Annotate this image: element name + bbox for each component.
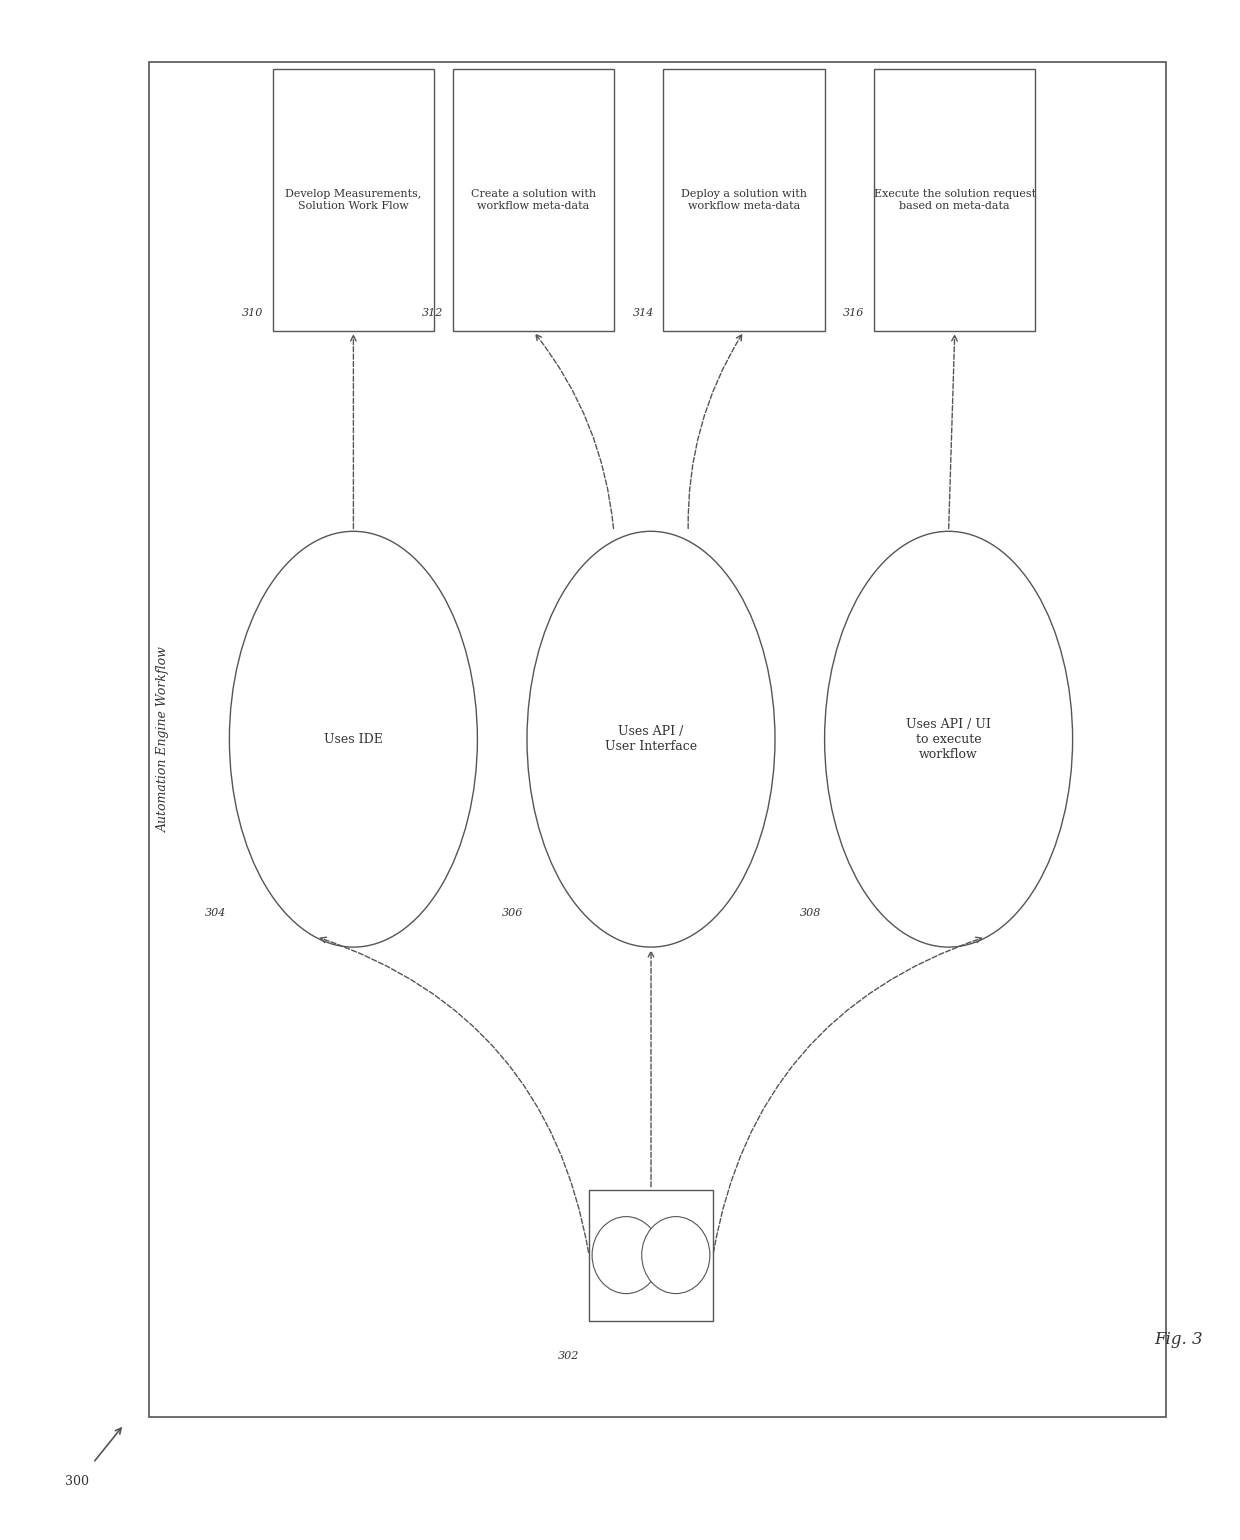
Ellipse shape [642, 1217, 711, 1294]
FancyBboxPatch shape [663, 69, 825, 331]
Text: 308: 308 [800, 909, 821, 918]
Text: Develop Measurements,
Solution Work Flow: Develop Measurements, Solution Work Flow [285, 189, 422, 211]
FancyBboxPatch shape [453, 69, 614, 331]
Ellipse shape [527, 531, 775, 947]
Text: 304: 304 [205, 909, 226, 918]
Text: Fig. 3: Fig. 3 [1154, 1331, 1203, 1349]
Ellipse shape [825, 531, 1073, 947]
FancyBboxPatch shape [874, 69, 1035, 331]
Text: Execute the solution request
based on meta-data: Execute the solution request based on me… [874, 189, 1035, 211]
FancyBboxPatch shape [589, 1190, 713, 1321]
FancyBboxPatch shape [273, 69, 434, 331]
Text: Uses API /
User Interface: Uses API / User Interface [605, 725, 697, 753]
Text: Automation Engine Workflow: Automation Engine Workflow [157, 647, 170, 832]
Text: 310: 310 [242, 308, 263, 317]
Text: Create a solution with
workflow meta-data: Create a solution with workflow meta-dat… [471, 189, 595, 211]
Text: Deploy a solution with
workflow meta-data: Deploy a solution with workflow meta-dat… [681, 189, 807, 211]
Text: 316: 316 [843, 308, 864, 317]
Text: 300: 300 [64, 1475, 89, 1488]
Text: 302: 302 [558, 1351, 579, 1361]
Text: 312: 312 [422, 308, 443, 317]
Ellipse shape [593, 1217, 661, 1294]
Text: Uses API / UI
to execute
workflow: Uses API / UI to execute workflow [906, 718, 991, 761]
FancyBboxPatch shape [149, 62, 1166, 1417]
Ellipse shape [229, 531, 477, 947]
Text: Uses IDE: Uses IDE [324, 733, 383, 745]
Text: 306: 306 [502, 909, 523, 918]
Text: 314: 314 [632, 308, 653, 317]
